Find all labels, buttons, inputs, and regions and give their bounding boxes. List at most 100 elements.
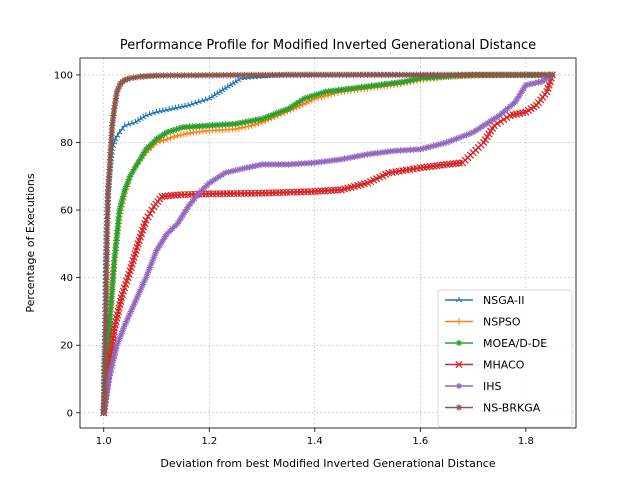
- data-point: [301, 160, 309, 167]
- data-point: [162, 233, 169, 240]
- data-point: [199, 97, 206, 103]
- data-point: [255, 161, 263, 169]
- data-point: [444, 71, 452, 79]
- data-point: [318, 71, 326, 79]
- data-point: [121, 122, 128, 128]
- data-point: [532, 79, 539, 87]
- data-point: [119, 196, 126, 204]
- data-point: [163, 230, 171, 237]
- data-point: [328, 87, 336, 95]
- data-point: [146, 111, 153, 117]
- data-point: [105, 176, 113, 183]
- data-point: [125, 121, 132, 127]
- data-point: [348, 85, 355, 92]
- data-point: [249, 163, 256, 170]
- data-point: [285, 105, 292, 112]
- y-axis-label: Percentage of Executions: [24, 173, 37, 312]
- data-point: [108, 125, 116, 133]
- data-point: [311, 71, 319, 79]
- x-tick-label: 1.2: [201, 436, 217, 447]
- data-point: [105, 375, 113, 383]
- data-point: [311, 159, 319, 166]
- data-point: [158, 132, 165, 139]
- data-point: [501, 107, 508, 115]
- data-point: [545, 71, 552, 79]
- data-point: [191, 195, 198, 202]
- data-point: [298, 160, 305, 167]
- data-point: [350, 71, 357, 79]
- data-point: [232, 120, 239, 128]
- data-point: [102, 315, 109, 322]
- data-point: [124, 75, 131, 83]
- data-point: [404, 77, 411, 85]
- data-point: [283, 71, 290, 79]
- data-point: [262, 71, 269, 79]
- data-point: [241, 71, 248, 79]
- data-point: [107, 146, 114, 153]
- data-point: [258, 161, 266, 168]
- data-point: [110, 355, 117, 362]
- data-point: [179, 124, 187, 131]
- data-point: [104, 215, 111, 222]
- data-point: [106, 314, 114, 322]
- data-point: [209, 72, 216, 79]
- data-point: [104, 186, 112, 193]
- data-point: [106, 321, 113, 329]
- data-point: [390, 147, 398, 155]
- data-point: [148, 260, 155, 268]
- data-point: [219, 121, 226, 128]
- data-point: [103, 240, 111, 248]
- data-point: [308, 93, 315, 100]
- data-point: [365, 83, 372, 90]
- data-point: [161, 130, 168, 138]
- data-point: [166, 227, 173, 235]
- data-point: [110, 261, 118, 268]
- data-point: [427, 143, 434, 150]
- data-point: [105, 331, 113, 339]
- data-point: [101, 344, 109, 351]
- data-point: [305, 159, 312, 167]
- data-point: [336, 71, 343, 79]
- data-point: [374, 81, 382, 89]
- data-point: [531, 71, 539, 79]
- data-point: [156, 138, 164, 145]
- y-tick-label: 80: [60, 138, 73, 149]
- data-point: [215, 121, 223, 129]
- data-point: [115, 338, 122, 346]
- data-point: [108, 129, 115, 136]
- data-point: [195, 98, 202, 105]
- data-point: [110, 271, 117, 279]
- data-point: [187, 200, 194, 208]
- data-point: [138, 152, 146, 160]
- legend-label: NSGA-II: [483, 294, 524, 307]
- data-point: [381, 80, 388, 88]
- data-point: [103, 244, 111, 251]
- data-point: [535, 79, 542, 86]
- data-point: [490, 115, 497, 123]
- data-point: [311, 91, 319, 99]
- data-point: [448, 71, 455, 79]
- data-point: [112, 98, 119, 106]
- data-point: [431, 71, 438, 79]
- y-tick-label: 20: [60, 341, 73, 352]
- data-point: [120, 189, 128, 197]
- data-point: [275, 109, 282, 116]
- data-point: [174, 220, 181, 227]
- legend-item-nspso: NSPSO: [445, 316, 521, 329]
- data-point: [163, 129, 171, 136]
- data-point: [252, 162, 259, 169]
- data-point: [104, 348, 111, 356]
- data-point: [355, 84, 362, 91]
- data-point: [103, 261, 110, 269]
- data-point: [341, 86, 349, 93]
- data-point: [455, 71, 462, 79]
- x-axis-label: Deviation from best Modified Inverted Ge…: [160, 457, 495, 470]
- data-point: [188, 100, 195, 107]
- data-point: [394, 147, 401, 154]
- data-point: [546, 73, 553, 80]
- data-point: [199, 122, 206, 130]
- data-point: [105, 335, 112, 342]
- data-point: [112, 345, 120, 352]
- data-point: [225, 168, 232, 176]
- data-point: [265, 161, 272, 168]
